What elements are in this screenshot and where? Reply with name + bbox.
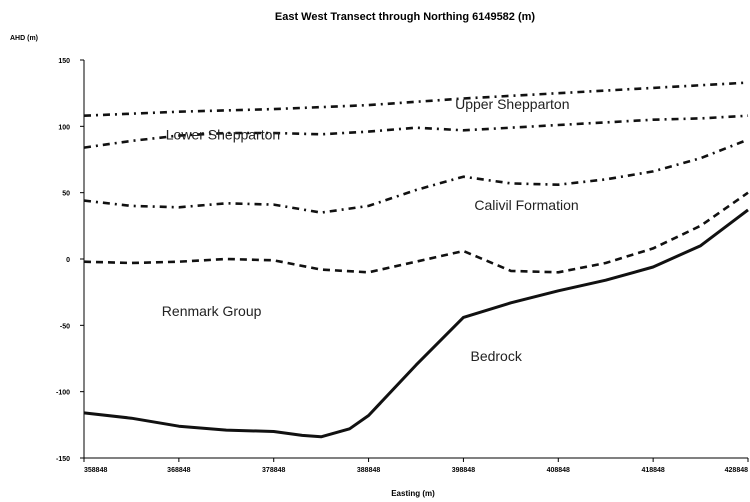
region-label: Calivil Formation bbox=[474, 197, 578, 213]
y-tick-label: -100 bbox=[56, 390, 70, 397]
series-lines bbox=[83, 81, 749, 439]
y-tick-labels: 150 100 50 0 -50 -100 -150 bbox=[56, 58, 84, 463]
y-axis-label: AHD (m) bbox=[10, 35, 38, 42]
series-line-1 bbox=[83, 81, 749, 117]
region-labels: Upper Shepparton Lower Shepparton Calivil … bbox=[162, 96, 579, 364]
y-tick-label: 0 bbox=[66, 257, 70, 264]
x-tick-label: 388848 bbox=[357, 467, 380, 474]
y-tick-label: 50 bbox=[62, 191, 70, 198]
x-axis-label: Easting (m) bbox=[391, 489, 435, 498]
region-label: Renmark Group bbox=[162, 303, 262, 319]
series-line-4 bbox=[83, 191, 749, 274]
x-tick-label: 398848 bbox=[452, 467, 475, 474]
x-tick-label: 368848 bbox=[167, 467, 190, 474]
y-tick-label: 100 bbox=[58, 124, 70, 131]
chart-title: East West Transect through Northing 6149… bbox=[275, 11, 536, 23]
region-label: Bedrock bbox=[470, 348, 522, 364]
series-line-2 bbox=[83, 114, 749, 149]
x-tick-label: 428848 bbox=[725, 467, 748, 474]
y-tick-label: 150 bbox=[58, 58, 70, 65]
x-tick-label: 358848 bbox=[84, 467, 107, 474]
series-line-5 bbox=[83, 208, 749, 439]
x-tick-labels: 358848 368848 378848 388848 398848 408848 4188… bbox=[83, 458, 749, 474]
x-tick-label: 378848 bbox=[262, 467, 285, 474]
series-line-3 bbox=[83, 138, 749, 214]
y-tick-label: -50 bbox=[60, 323, 70, 330]
axes bbox=[83, 60, 748, 459]
x-tick-label: 408848 bbox=[547, 467, 570, 474]
x-tick-label: 418848 bbox=[641, 467, 664, 474]
y-tick-label: -150 bbox=[56, 456, 70, 463]
region-label: Upper Shepparton bbox=[455, 96, 569, 112]
region-label: Lower Shepparton bbox=[166, 127, 280, 143]
